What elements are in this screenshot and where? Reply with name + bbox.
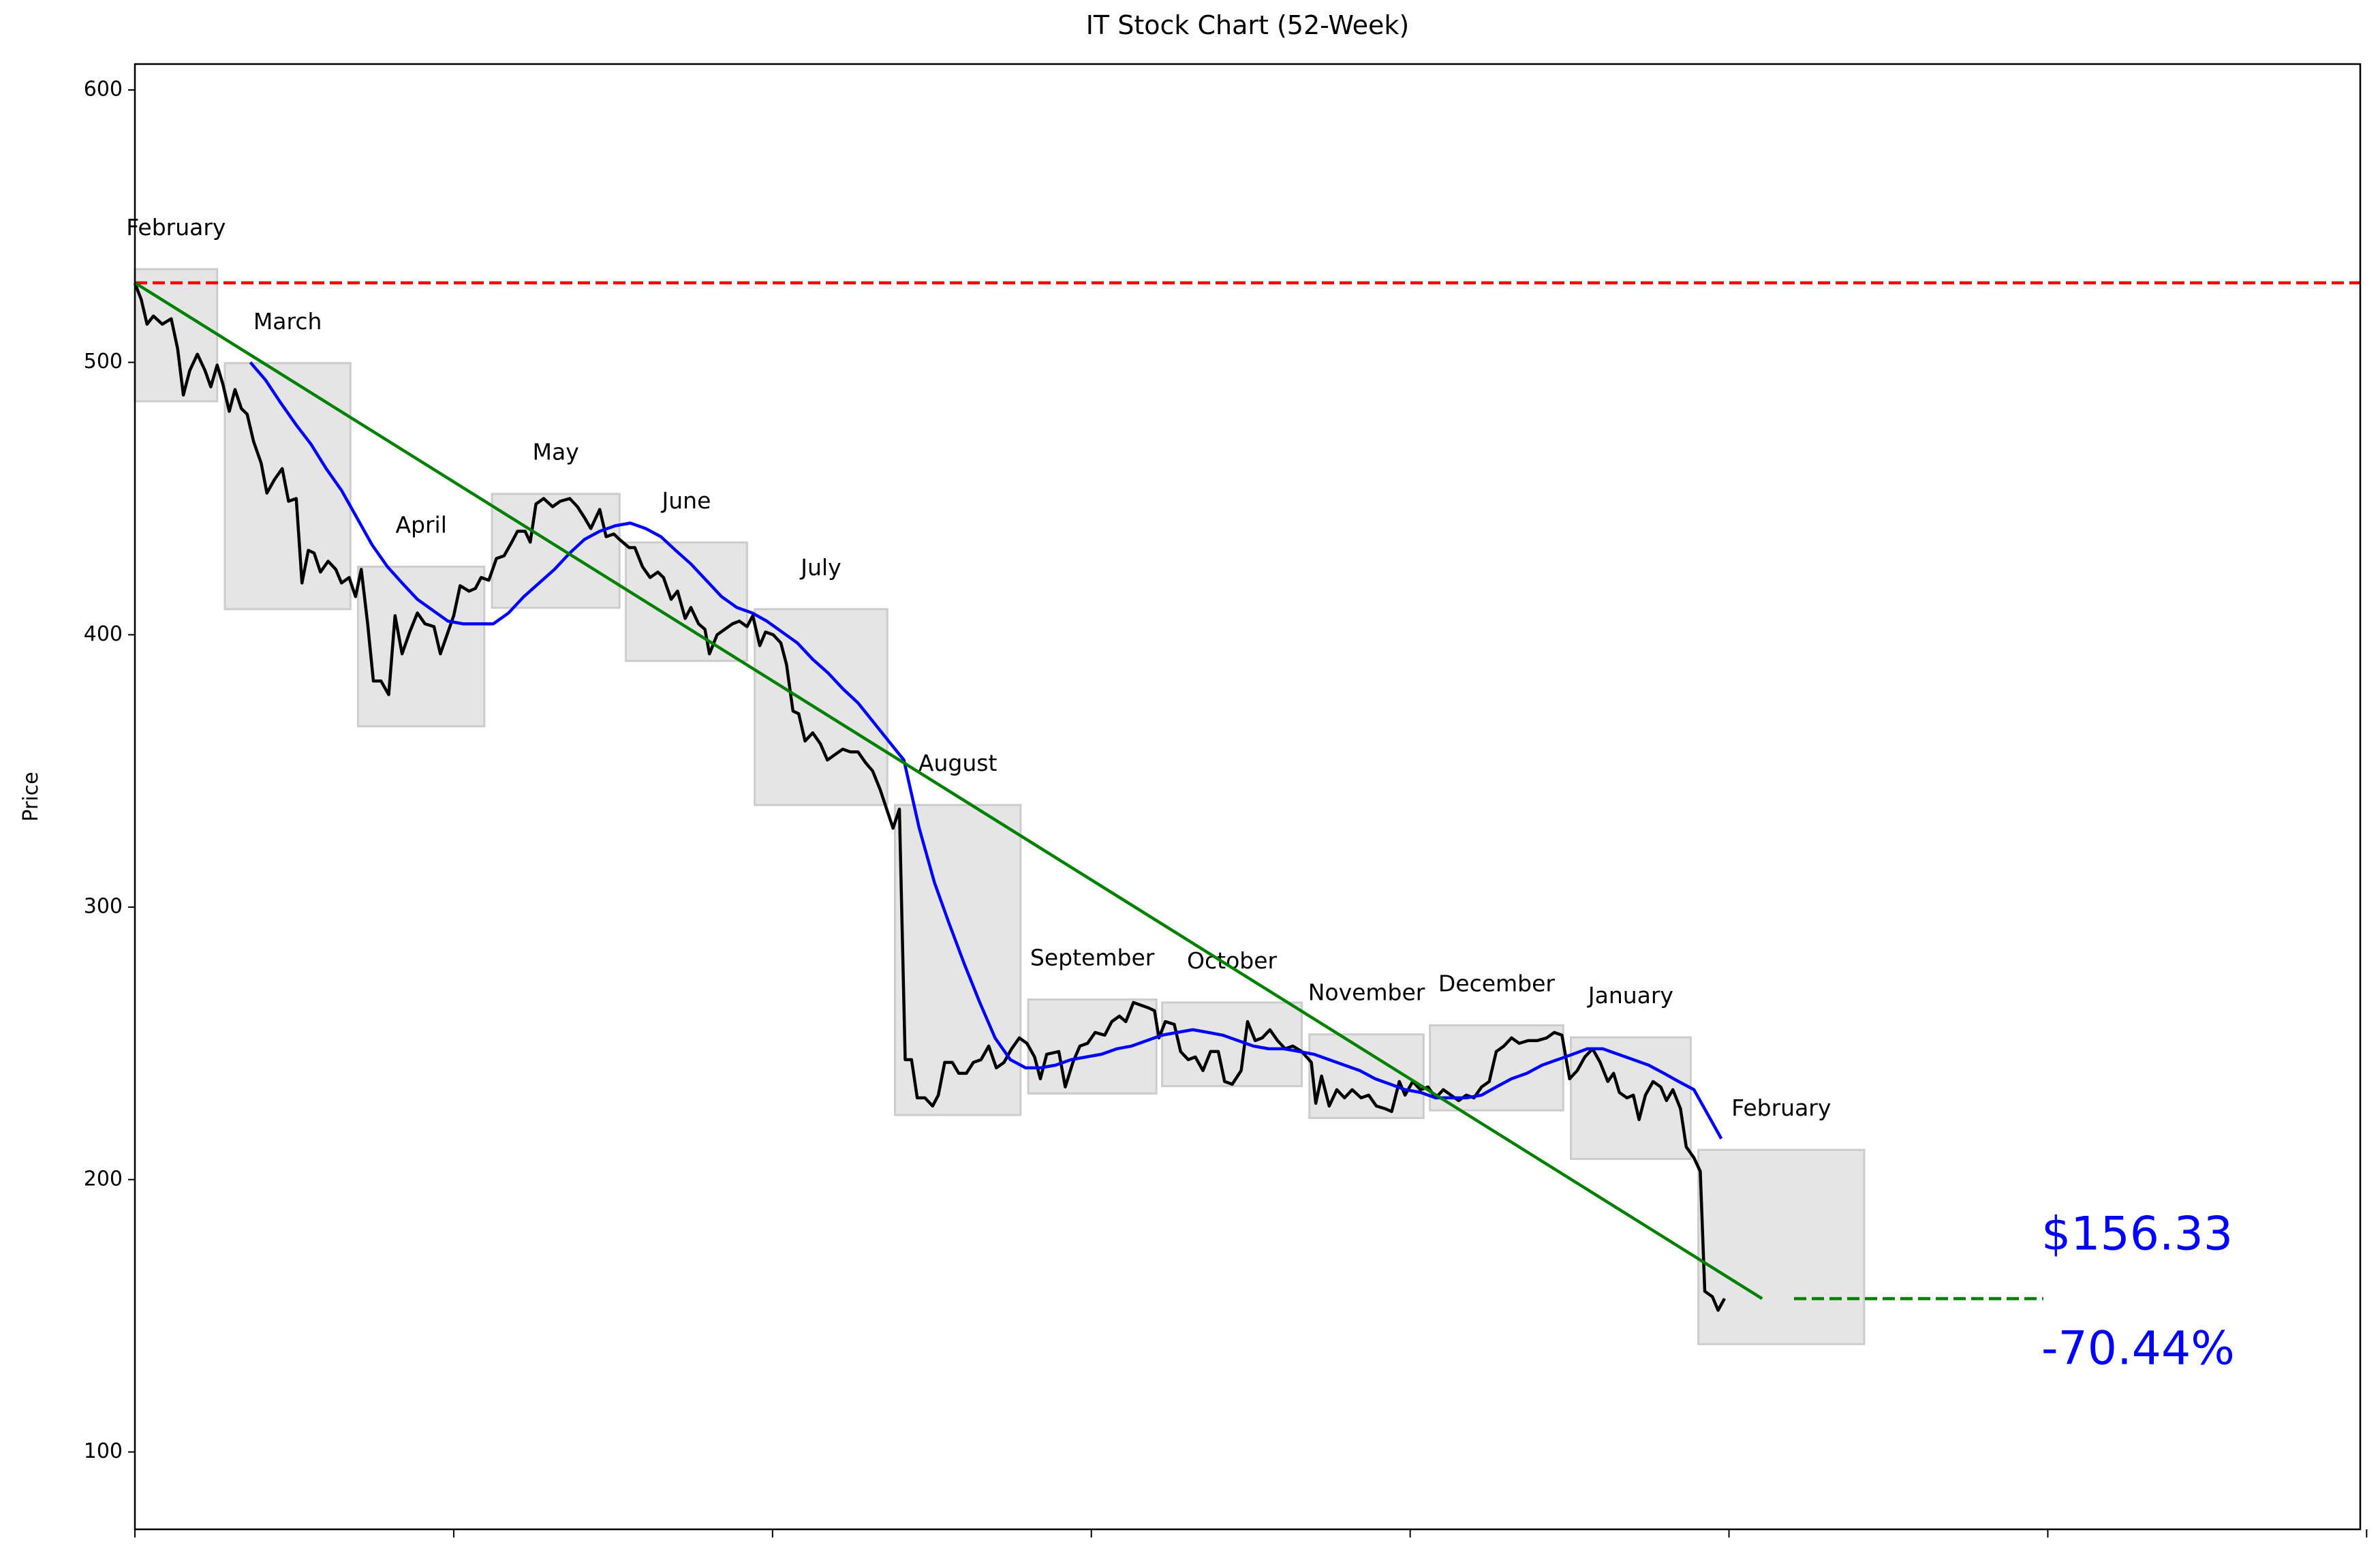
change-annotation: -70.44% [2041,1322,2235,1376]
month-label: June [661,487,711,514]
price-line [249,361,1723,1140]
month-label: December [1438,970,1556,997]
month-box [357,565,486,728]
y-axis-label: Price [19,771,43,821]
y-tick-label: 500 [84,350,123,373]
month-label: October [1187,947,1277,974]
y-tick-label: 100 [84,1439,123,1463]
month-box [1697,1148,1866,1345]
month-label: April [395,511,446,538]
month-label: November [1308,979,1425,1006]
month-label: May [533,439,579,465]
price-line [133,282,1726,1312]
month-box [1161,1001,1303,1088]
month-box [1569,1036,1692,1160]
month-box [754,608,888,806]
price-annotation: $156.33 [2041,1208,2233,1261]
month-label: August [918,750,998,776]
plot-frame [134,63,2362,1531]
month-label: February [1731,1095,1831,1121]
month-label: January [1587,982,1673,1009]
month-box [1027,998,1158,1095]
month-label: September [1030,945,1155,971]
y-tick-label: 600 [84,77,123,101]
y-tick-label: 400 [84,622,123,646]
trend-line [134,281,1763,1300]
y-tick-label: 200 [84,1167,123,1191]
month-box [893,804,1022,1116]
month-label: February [126,214,226,241]
month-label: March [253,308,322,335]
month-label: July [799,554,841,581]
y-tick-label: 300 [84,895,123,919]
chart-title: IT Stock Chart (52-Week) [1086,10,1410,40]
month-box [223,362,352,611]
